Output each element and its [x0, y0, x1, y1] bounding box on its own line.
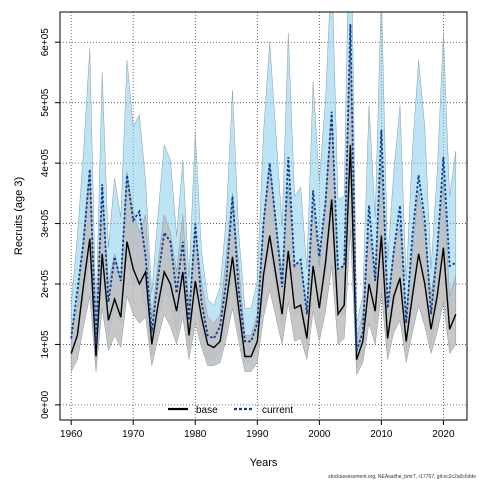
x-tick-label: 1970 [122, 429, 145, 440]
x-tick-label: 1960 [60, 429, 83, 440]
y-tick-label: 6e+05 [40, 28, 51, 57]
x-tick-label: 1980 [184, 429, 207, 440]
plot-frame [59, 11, 468, 421]
x-tick-label: 2020 [432, 429, 455, 440]
y-tick-label: 4e+05 [40, 149, 51, 178]
y-tick-label: 5e+05 [40, 88, 51, 117]
y-tick-label: 0e+00 [40, 390, 51, 419]
axis-ticks: 1960 1970 1980 1990 2000 2010 2020 0e+00 1e+05 2e… [40, 28, 455, 440]
x-tick-label: 1990 [246, 429, 269, 440]
confidence-bands [70, 12, 457, 376]
legend-label-base: base [196, 405, 218, 416]
legend-label-current: current [262, 405, 293, 416]
band-base [70, 33, 457, 376]
legend: base current [168, 405, 293, 416]
line-current [70, 24, 457, 351]
y-axis-title: Recruits (age 3) [13, 177, 25, 255]
y-tick-label: 1e+05 [40, 330, 51, 359]
series-lines [70, 24, 457, 360]
y-tick-label: 2e+05 [40, 270, 51, 299]
footnote: stockassessment.org, NEAsaithe_bmr7, r17… [328, 474, 476, 480]
x-tick-label: 2010 [370, 429, 393, 440]
x-tick-label: 2000 [308, 429, 331, 440]
x-axis-title: Years [250, 457, 278, 469]
line-base [70, 144, 457, 360]
y-tick-label: 3e+05 [40, 209, 51, 238]
